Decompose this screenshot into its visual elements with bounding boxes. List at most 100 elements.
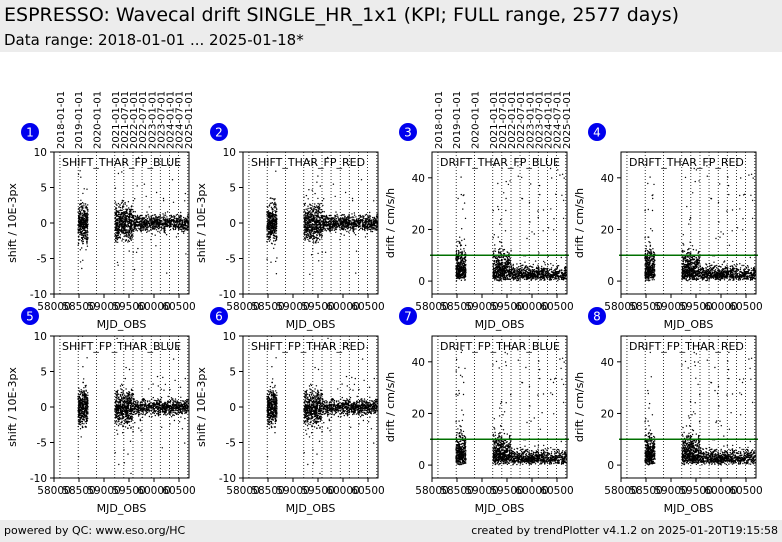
- data-point: [126, 221, 128, 224]
- data-point: [499, 256, 501, 258]
- data-point: [541, 272, 543, 274]
- data-point: [126, 211, 128, 213]
- data-point: [273, 222, 276, 224]
- data-point: [272, 213, 274, 215]
- data-point: [526, 237, 528, 240]
- data-point: [274, 219, 276, 222]
- data-point: [318, 222, 320, 224]
- data-point: [335, 215, 337, 217]
- data-point: [540, 279, 543, 281]
- data-point: [348, 215, 350, 217]
- data-point: [275, 203, 277, 205]
- data-point: [137, 218, 140, 220]
- data-point: [274, 243, 276, 246]
- data-point: [504, 271, 507, 273]
- data-point: [82, 234, 85, 236]
- data-point: [79, 261, 82, 263]
- data-point: [127, 229, 129, 231]
- data-point: [121, 224, 123, 226]
- data-point: [169, 220, 171, 222]
- data-point: [350, 220, 352, 222]
- data-point: [517, 175, 519, 177]
- data-point: [330, 219, 333, 221]
- data-point: [134, 222, 136, 225]
- data-point: [274, 210, 276, 212]
- data-point: [313, 225, 315, 227]
- data-point: [266, 211, 268, 214]
- data-point: [497, 182, 499, 185]
- data-point: [321, 228, 324, 231]
- data-point: [268, 219, 271, 221]
- data-point: [131, 237, 133, 239]
- data-point: [124, 203, 126, 205]
- data-point: [136, 185, 138, 187]
- data-point: [537, 210, 539, 212]
- data-point: [133, 230, 135, 232]
- data-point: [460, 193, 462, 196]
- data-point: [463, 250, 465, 252]
- data-point: [376, 213, 378, 215]
- data-point: [533, 233, 535, 235]
- data-point: [270, 227, 272, 229]
- data-point: [172, 227, 174, 230]
- data-point: [134, 215, 136, 218]
- data-point: [308, 232, 311, 234]
- data-point: [273, 237, 276, 239]
- data-point: [509, 180, 511, 182]
- data-point: [311, 204, 313, 207]
- data-point: [162, 217, 165, 220]
- data-point: [524, 272, 527, 274]
- data-point: [492, 209, 494, 212]
- data-point: [187, 213, 189, 215]
- data-point: [87, 210, 89, 212]
- data-point: [353, 219, 355, 221]
- data-point: [509, 278, 512, 281]
- data-point: [156, 217, 159, 219]
- data-point: [531, 231, 533, 233]
- data-point: [266, 205, 268, 208]
- data-point: [266, 225, 268, 228]
- data-point: [87, 236, 89, 239]
- data-point: [496, 279, 498, 281]
- data-point: [147, 213, 149, 216]
- data-point: [117, 228, 120, 231]
- data-point: [129, 237, 131, 240]
- data-point: [505, 263, 507, 266]
- data-point: [506, 263, 508, 266]
- data-point: [375, 224, 377, 227]
- data-point: [508, 274, 510, 276]
- data-point: [464, 252, 466, 254]
- data-point: [131, 216, 134, 218]
- plot-title: SHIFT_THAR_FP_BLUE: [62, 156, 181, 169]
- data-point: [142, 226, 144, 228]
- data-point: [366, 225, 369, 227]
- data-point: [509, 260, 511, 262]
- data-point: [85, 216, 88, 218]
- data-point: [329, 231, 331, 233]
- data-point: [119, 214, 121, 216]
- data-point: [125, 218, 128, 221]
- data-point: [318, 260, 320, 262]
- data-point: [365, 226, 368, 228]
- data-point: [154, 218, 156, 221]
- data-point: [313, 236, 315, 238]
- data-point: [114, 201, 117, 203]
- data-point: [502, 249, 504, 251]
- data-point: [146, 228, 148, 231]
- data-point: [131, 219, 133, 221]
- data-point: [84, 223, 87, 226]
- data-point: [509, 268, 511, 270]
- data-point: [372, 218, 375, 220]
- data-point: [364, 225, 366, 227]
- data-point: [334, 225, 336, 227]
- data-point: [312, 237, 315, 239]
- data-point: [119, 209, 122, 211]
- data-point: [123, 225, 126, 228]
- data-point: [81, 214, 83, 216]
- data-point: [84, 207, 87, 209]
- data-point: [268, 232, 270, 234]
- data-point: [339, 221, 341, 223]
- data-point: [126, 215, 128, 217]
- data-point: [317, 232, 319, 234]
- data-point: [181, 230, 183, 233]
